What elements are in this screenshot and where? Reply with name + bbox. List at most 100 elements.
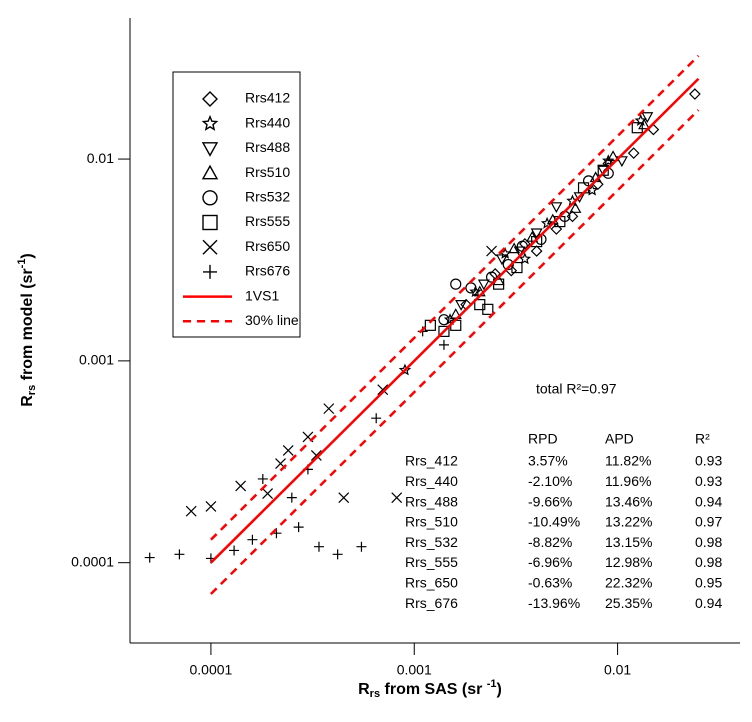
legend-marker <box>202 91 218 107</box>
label-part: rs <box>370 688 380 700</box>
table-header: R² <box>695 431 710 447</box>
point <box>689 88 701 100</box>
point <box>286 492 297 503</box>
point <box>627 147 640 159</box>
point <box>371 413 382 424</box>
point <box>516 240 528 252</box>
point <box>332 549 343 560</box>
point <box>398 363 412 376</box>
point <box>502 258 514 271</box>
x-tick-label: 0.001 <box>397 662 432 678</box>
y-tick-label: 0.001 <box>79 352 114 368</box>
point <box>550 202 563 214</box>
table-cell: 0.98 <box>695 534 722 550</box>
point <box>511 261 523 274</box>
legend-label: 1VS1 <box>245 287 279 303</box>
table-cell: 11.96% <box>605 473 651 489</box>
point <box>638 118 651 130</box>
y-axis-label: Rrs from model (sr-1) <box>16 253 38 407</box>
table-cell: Rrs_510 <box>405 514 458 530</box>
table-cell: -9.66% <box>528 493 572 509</box>
point <box>323 403 335 415</box>
legend-label: Rrs440 <box>245 114 290 130</box>
y-tick-label: 0.01 <box>87 150 114 166</box>
point <box>631 122 643 134</box>
table-cell: 0.93 <box>695 473 722 489</box>
point <box>293 522 304 533</box>
table-cell: 25.35% <box>605 595 652 611</box>
point <box>377 384 389 396</box>
point <box>438 325 450 337</box>
label-part: -1 <box>487 678 497 690</box>
reference-line <box>210 54 700 541</box>
table-cell: 13.22% <box>605 514 652 530</box>
table-cell: 22.32% <box>605 575 652 591</box>
x-tick-label: 0.0001 <box>190 662 233 678</box>
label-part: R <box>19 395 36 407</box>
point <box>641 112 654 124</box>
point <box>602 154 615 167</box>
legend-label: Rrs650 <box>245 238 290 254</box>
table-cell: 3.57% <box>528 453 568 469</box>
point <box>356 541 367 552</box>
point <box>485 271 498 283</box>
legend-label: Rrs676 <box>245 263 290 279</box>
point <box>508 242 521 254</box>
point <box>310 450 322 461</box>
point <box>540 216 554 229</box>
table-cell: 12.98% <box>605 554 652 570</box>
label-part: from model (sr <box>19 268 36 384</box>
label-part: R <box>358 681 370 698</box>
point <box>550 223 563 235</box>
table-cell: 0.97 <box>695 514 722 530</box>
table-cell: Rrs_555 <box>405 554 458 570</box>
point <box>486 245 497 257</box>
point <box>530 245 543 257</box>
table-cell: Rrs_532 <box>405 534 458 550</box>
table-cell: 0.95 <box>695 575 722 591</box>
legend-marker <box>203 264 217 279</box>
point <box>477 279 490 291</box>
point <box>313 541 324 552</box>
table-cell: 0.93 <box>695 453 722 469</box>
point <box>205 501 217 512</box>
table-cell: -0.63% <box>528 575 572 591</box>
table-cell: Rrs_488 <box>405 493 458 509</box>
legend-label: Rrs555 <box>245 213 290 229</box>
point <box>235 480 247 492</box>
legend-label: 30% line <box>245 312 299 328</box>
y-tick-label: 0.0001 <box>71 553 114 569</box>
point <box>438 339 449 350</box>
annotation: total R²=0.97 <box>536 381 617 397</box>
point <box>615 156 628 168</box>
table-cell: 13.46% <box>605 493 652 509</box>
x-axis-label: Rrs from SAS (sr -1) <box>358 678 502 700</box>
legend-marker <box>201 142 219 157</box>
point <box>185 505 197 517</box>
point <box>247 534 258 545</box>
point <box>519 238 531 250</box>
table-header: APD <box>605 431 634 447</box>
point <box>338 492 350 504</box>
point <box>257 473 268 484</box>
point <box>531 235 543 248</box>
table-cell: -8.82% <box>528 534 572 550</box>
point <box>450 278 462 290</box>
table-cell: -6.96% <box>528 554 572 570</box>
legend-label: Rrs510 <box>245 164 290 180</box>
table-cell: 11.82% <box>605 453 651 469</box>
table-cell: 13.15% <box>605 534 652 550</box>
legend-marker <box>201 164 219 180</box>
table-cell: -10.49% <box>528 514 580 530</box>
point <box>518 252 532 265</box>
table-cell: 0.94 <box>695 595 722 611</box>
legend-box <box>172 71 301 338</box>
label-part: rs <box>26 385 38 395</box>
label-part: -1 <box>16 259 28 269</box>
table-header: RPD <box>528 431 558 447</box>
table-cell: 0.98 <box>695 554 722 570</box>
point <box>493 278 505 290</box>
point <box>174 549 185 560</box>
legend-label: Rrs532 <box>245 189 290 205</box>
